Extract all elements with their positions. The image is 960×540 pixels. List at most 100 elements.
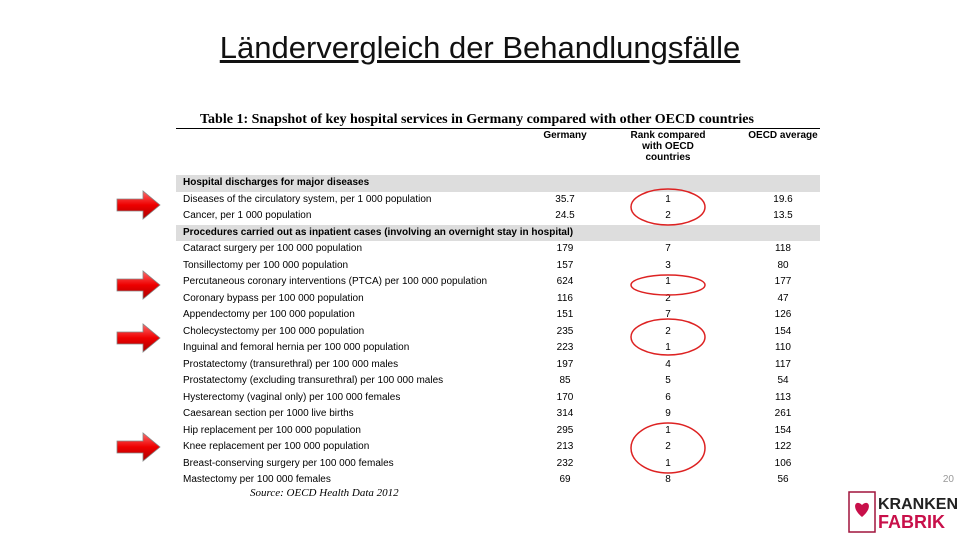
table-row: Hip replacement per 100 000 population 29… <box>176 423 820 440</box>
cell-value: 1 <box>665 276 671 287</box>
cell-value: 2 <box>665 441 671 452</box>
cell-value: 126 <box>774 309 792 320</box>
cell-value: 7 <box>665 243 671 254</box>
table-row: Prostatectomy (transurethral) per 100 00… <box>176 357 820 374</box>
table-row: Hysterectomy (vaginal only) per 100 000 … <box>176 390 820 407</box>
cell-value: 56 <box>777 474 789 485</box>
cell-value: 261 <box>774 408 792 419</box>
cell-value: 157 <box>556 259 574 271</box>
cell-value: 151 <box>556 309 574 320</box>
table-source: Source: OECD Health Data 2012 <box>250 487 399 499</box>
row-label: Hysterectomy (vaginal only) per 100 000 … <box>183 391 401 403</box>
cell-value: 106 <box>774 457 792 469</box>
row-label: Coronary bypass per 100 000 population <box>183 292 364 304</box>
cell-value: 47 <box>777 292 789 304</box>
cell-value: 24.5 <box>555 210 575 221</box>
cell-value: 197 <box>556 358 574 370</box>
cell-value: 314 <box>556 408 574 419</box>
table-row: Caesarean section per 1000 live births 31… <box>176 406 820 423</box>
cell-value: 177 <box>774 276 792 287</box>
row-label: Cholecystectomy per 100 000 population <box>183 325 365 337</box>
row-label: Knee replacement per 100 000 population <box>183 441 370 452</box>
row-label: Appendectomy per 100 000 population <box>183 309 355 320</box>
logo-text: FABRIK <box>878 512 945 532</box>
section-heading: Procedures carried out as inpatient case… <box>176 224 820 241</box>
slide-title: Ländervergleich der Behandlungsfälle <box>219 30 741 65</box>
cell-value: 4 <box>665 358 671 370</box>
cell-value: 116 <box>557 292 573 304</box>
cell-value: 5 <box>665 375 671 386</box>
cell-value: 7 <box>665 309 671 320</box>
cell-value: 223 <box>556 342 574 353</box>
row-label: Prostatectomy (transurethral) per 100 00… <box>183 358 399 370</box>
cell-value: 13.5 <box>773 210 793 221</box>
page-number: 20 <box>942 474 954 485</box>
cell-value: 8 <box>665 474 671 485</box>
cell-value: 110 <box>775 342 791 353</box>
table-row: Prostatectomy (excluding transurethral) … <box>176 373 820 390</box>
cell-value: 170 <box>556 391 574 403</box>
cell-value: 1 <box>665 424 671 436</box>
row-label: Tonsillectomy per 100 000 population <box>183 259 349 271</box>
cell-value: 1 <box>665 342 671 353</box>
section-heading-text: Hospital discharges for major diseases <box>183 177 370 188</box>
table-row: Mastectomy per 100 000 females 69 8 56 <box>176 472 820 489</box>
cell-value: 1 <box>665 457 671 469</box>
cell-value: 232 <box>556 457 574 469</box>
table-row: Cancer, per 1 000 population 24.5 2 13.5 <box>176 208 820 225</box>
cell-value: 85 <box>559 375 571 386</box>
arrow <box>116 432 161 462</box>
logo: KRANKEN FABRIK <box>848 491 958 533</box>
section-heading: Hospital discharges for major diseases <box>176 175 820 192</box>
logo-text: KRANKEN <box>878 496 958 513</box>
cell-value: 113 <box>775 391 791 403</box>
arrows <box>116 190 161 462</box>
table-row: Appendectomy per 100 000 population 151 7 1… <box>176 307 820 324</box>
column-header: Germany <box>543 130 587 141</box>
table-row: Cataract surgery per 100 000 population 1… <box>176 241 820 258</box>
cell-value: 19.6 <box>773 193 793 205</box>
circle <box>630 318 706 356</box>
circle <box>630 422 706 474</box>
cell-value: 35.7 <box>555 193 575 205</box>
table-row: Inguinal and femoral hernia per 100 000 … <box>176 340 820 357</box>
table-row: Tonsillectomy per 100 000 population 157 3… <box>176 258 820 275</box>
cell-value: 118 <box>775 243 791 254</box>
cell-value: 3 <box>665 259 671 271</box>
cell-value: 295 <box>556 424 574 436</box>
row-label: Caesarean section per 1000 live births <box>183 408 354 419</box>
row-label: Inguinal and femoral hernia per 100 000 … <box>183 342 410 353</box>
cell-value: 69 <box>559 474 571 485</box>
cell-value: 624 <box>556 276 574 287</box>
row-label: Percutaneous coronary interventions (PTC… <box>183 276 488 287</box>
cell-value: 2 <box>665 325 671 337</box>
cell-value: 2 <box>665 292 671 304</box>
cell-value: 1 <box>665 193 671 205</box>
cell-value: 213 <box>556 441 574 452</box>
cell-value: 2 <box>665 210 671 221</box>
rule <box>176 128 820 129</box>
cell-value: 117 <box>775 358 791 370</box>
column-header: Rank compared with OECD countries <box>630 130 706 163</box>
table-row: Percutaneous coronary interventions (PTC… <box>176 274 820 291</box>
cell-value: 80 <box>777 259 789 271</box>
cell-value: 154 <box>774 424 792 436</box>
table-row: Knee replacement per 100 000 population 2… <box>176 439 820 456</box>
cell-value: 9 <box>665 408 671 419</box>
table-row: Diseases of the circulatory system, per … <box>176 192 820 209</box>
cell-value: 235 <box>556 325 574 337</box>
section-heading-text: Procedures carried out as inpatient case… <box>183 226 574 238</box>
circle <box>630 274 706 296</box>
highlight-circles <box>630 188 706 474</box>
cell-value: 54 <box>777 375 789 386</box>
cell-value: 122 <box>774 441 792 452</box>
row-label: Mastectomy per 100 000 females <box>183 474 331 485</box>
circle <box>630 188 706 226</box>
arrow <box>116 323 161 353</box>
table-caption: Table 1: Snapshot of key hospital servic… <box>200 112 754 127</box>
cell-value: 154 <box>774 325 792 337</box>
cell-value: 6 <box>665 391 671 403</box>
row-label: Prostatectomy (excluding transurethral) … <box>183 375 444 386</box>
